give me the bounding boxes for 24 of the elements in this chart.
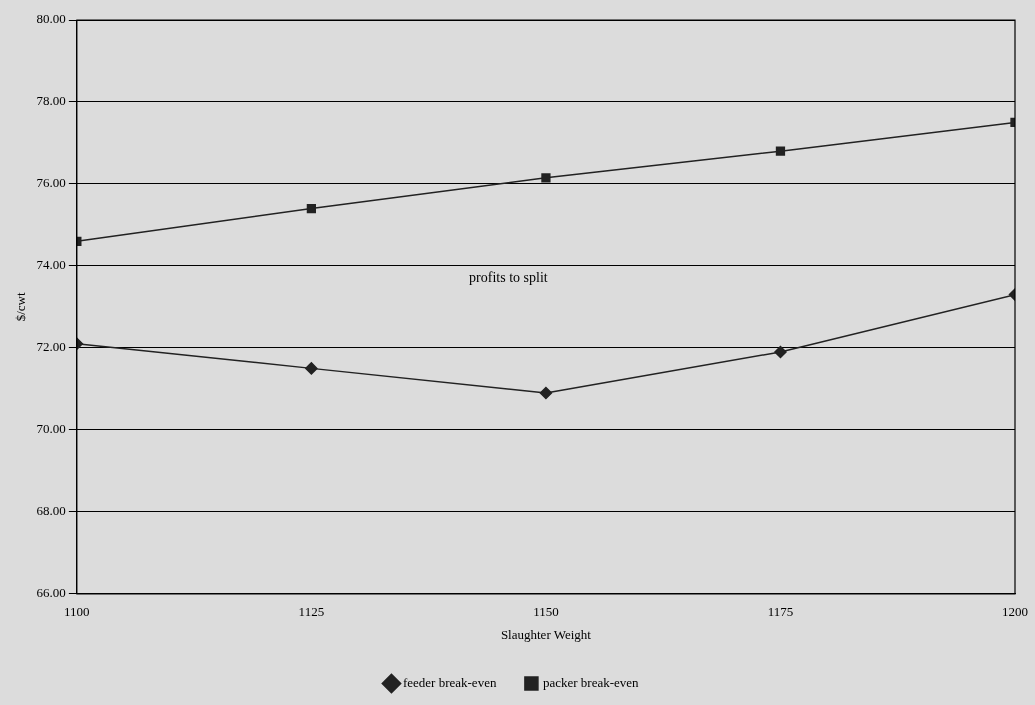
y-axis-title: $/cwt [13,292,29,322]
point [541,173,551,183]
legend-label: packer break-even [542,674,640,690]
x-axis-title: Slaughter Weight [500,626,592,642]
point [539,386,553,400]
y-tick-label: 74.00 [36,257,66,273]
y-tick-label: 68.00 [36,503,66,519]
annotation: profits to split [469,269,548,285]
y-tick-label: 76.00 [36,175,66,191]
y-tick-label: 78.00 [36,93,66,109]
legend-label: feeder break-even [402,674,497,690]
x-tick-label: 1200 [1002,604,1028,620]
point [306,203,317,214]
y-tick-label: 66.00 [36,585,66,601]
point [775,146,786,156]
x-tick-label: 1100 [64,604,90,620]
point [774,345,787,359]
x-tick-label: 1175 [767,604,794,620]
y-tick-label: 72.00 [36,339,66,355]
point [305,362,318,375]
y-tick-label: 70.00 [36,421,66,437]
y-tick-label: 80.00 [36,11,66,27]
x-tick-label: 1125 [298,604,325,620]
x-tick-label: 1150 [533,604,559,620]
